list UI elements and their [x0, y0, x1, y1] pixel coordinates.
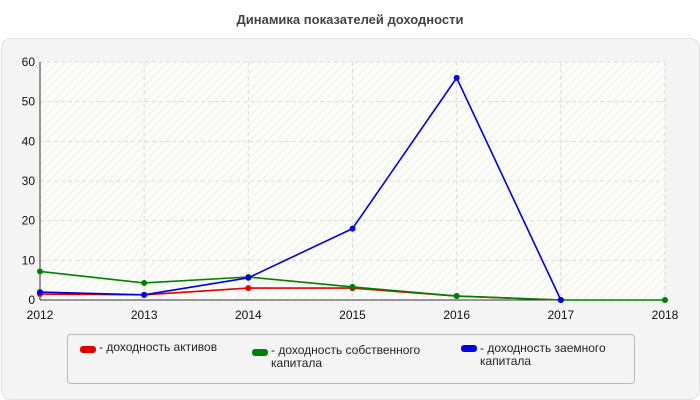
data-point-2[interactable] [245, 274, 252, 281]
data-point-2[interactable] [453, 74, 460, 81]
data-point-0[interactable] [245, 285, 252, 292]
y-tick-label: 0 [28, 293, 35, 307]
legend: - доходность активов - доходность собств… [67, 334, 635, 384]
y-tick-label: 50 [22, 95, 36, 109]
data-point-1[interactable] [662, 297, 668, 303]
data-point-2[interactable] [349, 225, 356, 232]
data-point-1[interactable] [453, 293, 460, 300]
legend-swatch-red [80, 346, 96, 353]
y-tick-label: 20 [22, 214, 36, 228]
legend-label-assets: - доходность активов [99, 340, 218, 354]
legend-swatch-green [252, 349, 268, 356]
series-line-2 [39, 77, 562, 301]
x-tick-label: 2015 [339, 308, 366, 322]
legend-label-debt: - доходность заемного капитала [480, 341, 606, 368]
x-tick-label: 2012 [27, 308, 54, 322]
chart-title: Динамика показателей доходности [236, 12, 464, 27]
series-lines [37, 74, 668, 303]
data-point-1[interactable] [349, 283, 356, 290]
x-tick-label: 2018 [652, 308, 679, 322]
grid [40, 61, 666, 300]
data-point-1[interactable] [37, 268, 43, 275]
y-tick-label: 10 [22, 253, 36, 267]
x-tick-label: 2017 [547, 308, 574, 322]
y-tick-label: 30 [22, 174, 36, 188]
x-tick-label: 2016 [443, 308, 470, 322]
tick-labels: 0 10 20 30 40 50 60 2012 2013 2014 2015 2016 2017 201… [22, 55, 679, 322]
x-tick-label: 2013 [131, 308, 158, 322]
data-point-2[interactable] [37, 289, 43, 296]
x-tick-label: 2014 [235, 308, 262, 322]
legend-swatch-blue [461, 345, 477, 352]
data-point-2[interactable] [557, 297, 564, 303]
y-tick-label: 60 [22, 55, 36, 69]
data-point-2[interactable] [141, 291, 148, 298]
data-point-1[interactable] [141, 279, 148, 286]
legend-label-equity: - доходность собственного капитала [271, 343, 421, 370]
y-tick-label: 40 [22, 134, 36, 148]
